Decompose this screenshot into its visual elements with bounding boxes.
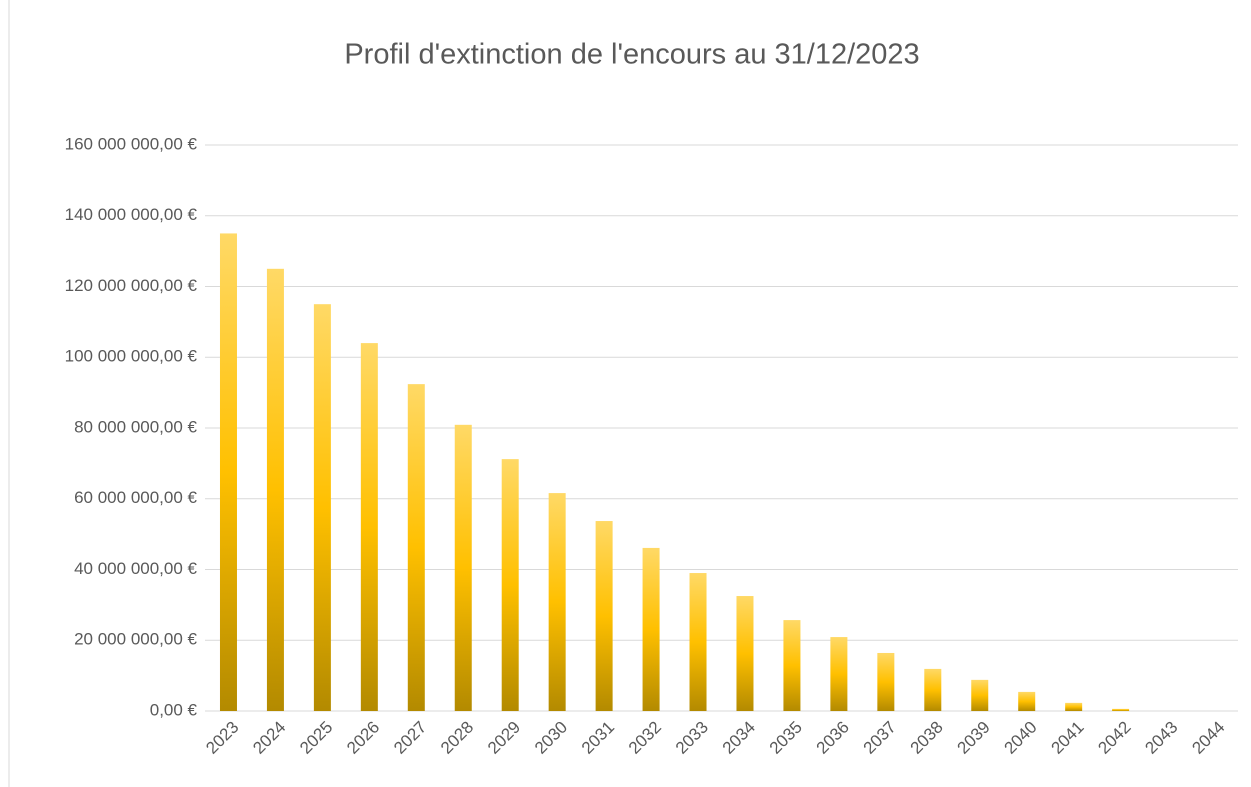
x-tick-label: 2038 — [907, 718, 947, 758]
x-tick-label: 2043 — [1141, 718, 1181, 758]
y-tick-label: 0,00 € — [150, 700, 198, 719]
x-tick-label: 2032 — [625, 718, 665, 758]
x-tick-label: 2041 — [1047, 718, 1087, 758]
bar — [1018, 691, 1036, 711]
x-tick-label: 2040 — [1001, 718, 1041, 758]
x-tick-label: 2031 — [578, 718, 618, 758]
x-tick-label: 2029 — [484, 718, 524, 758]
x-tick-label: 2024 — [249, 718, 289, 758]
bar — [313, 304, 331, 711]
x-tick-label: 2027 — [390, 718, 430, 758]
bar — [736, 596, 754, 711]
y-tick-label: 20 000 000,00 € — [74, 630, 197, 649]
x-tick-label: 2026 — [343, 718, 383, 758]
bar — [1065, 702, 1083, 711]
x-tick-label: 2042 — [1094, 718, 1134, 758]
bar — [783, 620, 801, 711]
x-tick-label: 2025 — [296, 718, 336, 758]
bar — [877, 652, 895, 711]
bar — [266, 268, 284, 711]
y-tick-label: 160 000 000,00 € — [65, 134, 198, 153]
bar — [548, 493, 566, 711]
bar — [689, 573, 707, 711]
bar — [1112, 708, 1130, 711]
y-tick-label: 100 000 000,00 € — [65, 347, 198, 366]
bar — [454, 424, 472, 711]
y-tick-label: 60 000 000,00 € — [74, 488, 197, 507]
bar — [219, 233, 237, 711]
bar — [830, 637, 848, 711]
x-tick-label: 2034 — [719, 718, 759, 758]
chart-frame — [8, 0, 10, 787]
bar — [360, 343, 378, 711]
y-tick-label: 40 000 000,00 € — [74, 559, 197, 578]
bar — [595, 521, 613, 711]
x-tick-label: 2023 — [202, 718, 242, 758]
bar — [501, 459, 519, 711]
bar — [642, 547, 660, 711]
x-tick-label: 2028 — [437, 718, 477, 758]
x-tick-label: 2037 — [860, 718, 900, 758]
bar — [407, 384, 425, 711]
x-tick-label: 2036 — [813, 718, 853, 758]
x-tick-label: 2044 — [1188, 718, 1228, 758]
y-tick-label: 80 000 000,00 € — [74, 417, 197, 436]
bar — [924, 668, 942, 711]
x-tick-label: 2033 — [672, 718, 712, 758]
chart-title: Profil d'extinction de l'encours au 31/1… — [344, 39, 919, 71]
y-tick-label: 120 000 000,00 € — [65, 276, 198, 295]
bar — [971, 679, 989, 711]
x-tick-label: 2039 — [954, 718, 994, 758]
x-tick-label: 2035 — [766, 718, 806, 758]
x-tick-label: 2030 — [531, 718, 571, 758]
y-tick-label: 140 000 000,00 € — [65, 205, 198, 224]
